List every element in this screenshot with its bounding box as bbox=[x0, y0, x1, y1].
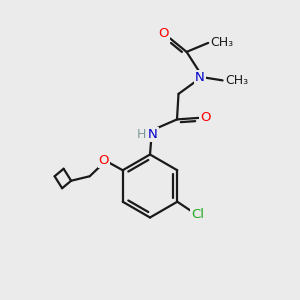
Text: O: O bbox=[158, 26, 169, 40]
Text: O: O bbox=[99, 154, 109, 167]
Text: CH₃: CH₃ bbox=[211, 36, 234, 50]
Text: N: N bbox=[148, 128, 158, 141]
Text: N: N bbox=[195, 71, 205, 84]
Text: CH₃: CH₃ bbox=[225, 74, 248, 87]
Text: O: O bbox=[200, 111, 210, 124]
Text: H: H bbox=[137, 128, 147, 141]
Text: Cl: Cl bbox=[191, 208, 204, 221]
